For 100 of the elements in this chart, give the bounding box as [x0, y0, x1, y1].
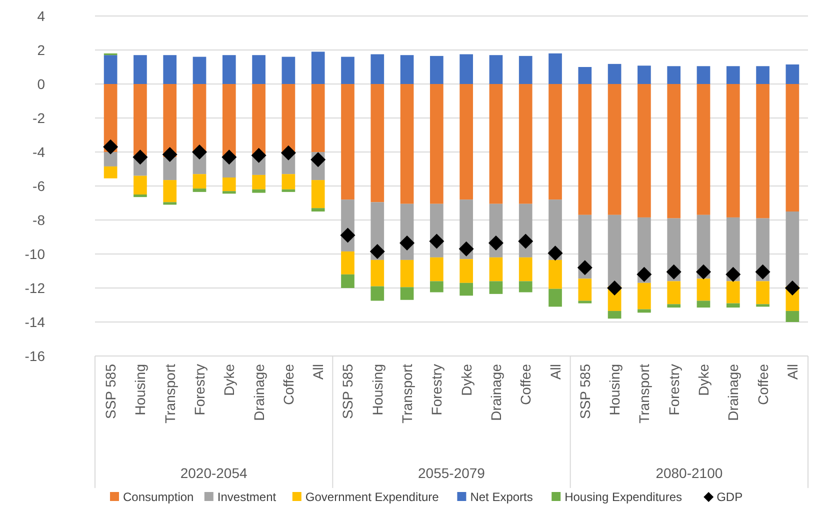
bar: [756, 66, 770, 84]
bar: [518, 257, 532, 282]
x-tick-label: Drainage: [725, 364, 742, 421]
point: [370, 244, 385, 259]
bar: [460, 259, 473, 283]
bar: [192, 84, 206, 152]
legend-label: Net Exports: [470, 490, 533, 504]
bar: [163, 157, 177, 180]
bar: [489, 84, 503, 204]
point: [103, 139, 118, 154]
bar: [282, 56, 296, 84]
bar: [548, 53, 562, 84]
point: [696, 264, 711, 280]
bar: [282, 174, 296, 190]
bar: [370, 84, 384, 202]
x-tick-label: All: [310, 364, 326, 380]
bar: [341, 251, 354, 274]
bar: [756, 281, 770, 304]
bar: [726, 281, 740, 304]
bar: [134, 194, 147, 198]
point: [429, 234, 444, 249]
bar: [370, 54, 384, 84]
bar: [578, 84, 592, 215]
point: [340, 228, 356, 243]
point: [132, 150, 148, 165]
x-tick-label: Dyke: [221, 364, 238, 396]
x-tick-label: All: [547, 364, 564, 380]
x-tick-label: Coffee: [754, 364, 771, 405]
bar: [341, 84, 354, 200]
bar: [578, 278, 592, 301]
bar: [726, 66, 740, 84]
bar: [430, 56, 444, 84]
y-tick-label: -12: [24, 280, 46, 296]
point: [577, 260, 592, 276]
point: [636, 266, 652, 282]
y-tick-label: -16: [24, 348, 46, 364]
bar: [341, 274, 354, 288]
bar: [489, 281, 503, 294]
bar: [638, 66, 651, 84]
x-tick-label: SSP 585: [340, 364, 356, 420]
bar: [578, 67, 592, 84]
x-tick-label: SSP 585: [102, 364, 119, 420]
point: [784, 280, 800, 296]
bar: [548, 288, 562, 307]
x-tick-label: SSP 585: [576, 364, 593, 420]
x-tick-label: Housing: [132, 364, 148, 416]
y-tick-label: -14: [24, 314, 46, 330]
y-tick-label: -8: [32, 212, 46, 228]
bar: [192, 188, 206, 192]
bar: [786, 64, 800, 84]
bar: [163, 202, 177, 205]
bar: [222, 55, 236, 84]
bar: [667, 66, 681, 84]
x-tick-label: Drainage: [250, 364, 267, 421]
bar: [608, 310, 622, 319]
bar: [638, 84, 651, 218]
bar: [548, 84, 562, 200]
bar: [667, 281, 681, 304]
bar: [370, 260, 384, 286]
bar: [163, 55, 177, 84]
y-tick-label: 4: [37, 8, 46, 24]
x-tick-label: Forestry: [192, 364, 208, 416]
bar: [638, 282, 651, 310]
bar: [756, 84, 770, 218]
bar: [489, 257, 503, 282]
bar: [460, 54, 473, 84]
point: [755, 264, 770, 280]
bar: [252, 189, 266, 193]
x-tick-label: Forestry: [666, 364, 682, 416]
x-tick-label: Housing: [369, 364, 386, 416]
point: [162, 147, 178, 162]
bar: [696, 278, 710, 301]
bar: [163, 180, 177, 202]
bar: [222, 84, 236, 158]
legend-label: GDP: [716, 490, 743, 504]
point: [518, 234, 534, 249]
legend-label: Housing Expenditures: [564, 490, 682, 504]
point: [458, 241, 474, 256]
bar: [786, 310, 800, 322]
y-tick-label: -6: [32, 178, 46, 194]
legend-label: Consumption: [123, 490, 194, 504]
bar: [104, 55, 118, 84]
x-tick-label: Transport: [636, 364, 652, 424]
bar: [608, 214, 622, 286]
bar: [460, 84, 473, 200]
y-tick-label: -2: [32, 110, 46, 126]
bar: [400, 84, 414, 204]
bar: [667, 84, 681, 218]
x-tick-label: Drainage: [488, 364, 504, 421]
bar: [400, 287, 414, 300]
bar: [430, 84, 444, 204]
bar: [311, 180, 325, 208]
bar: [104, 166, 118, 178]
bar: [134, 55, 147, 84]
x-tick-label: Transport: [162, 364, 178, 424]
bar: [638, 309, 651, 313]
bar: [696, 300, 710, 308]
point: [310, 152, 326, 168]
bar: [134, 84, 147, 156]
bar: [252, 55, 266, 84]
